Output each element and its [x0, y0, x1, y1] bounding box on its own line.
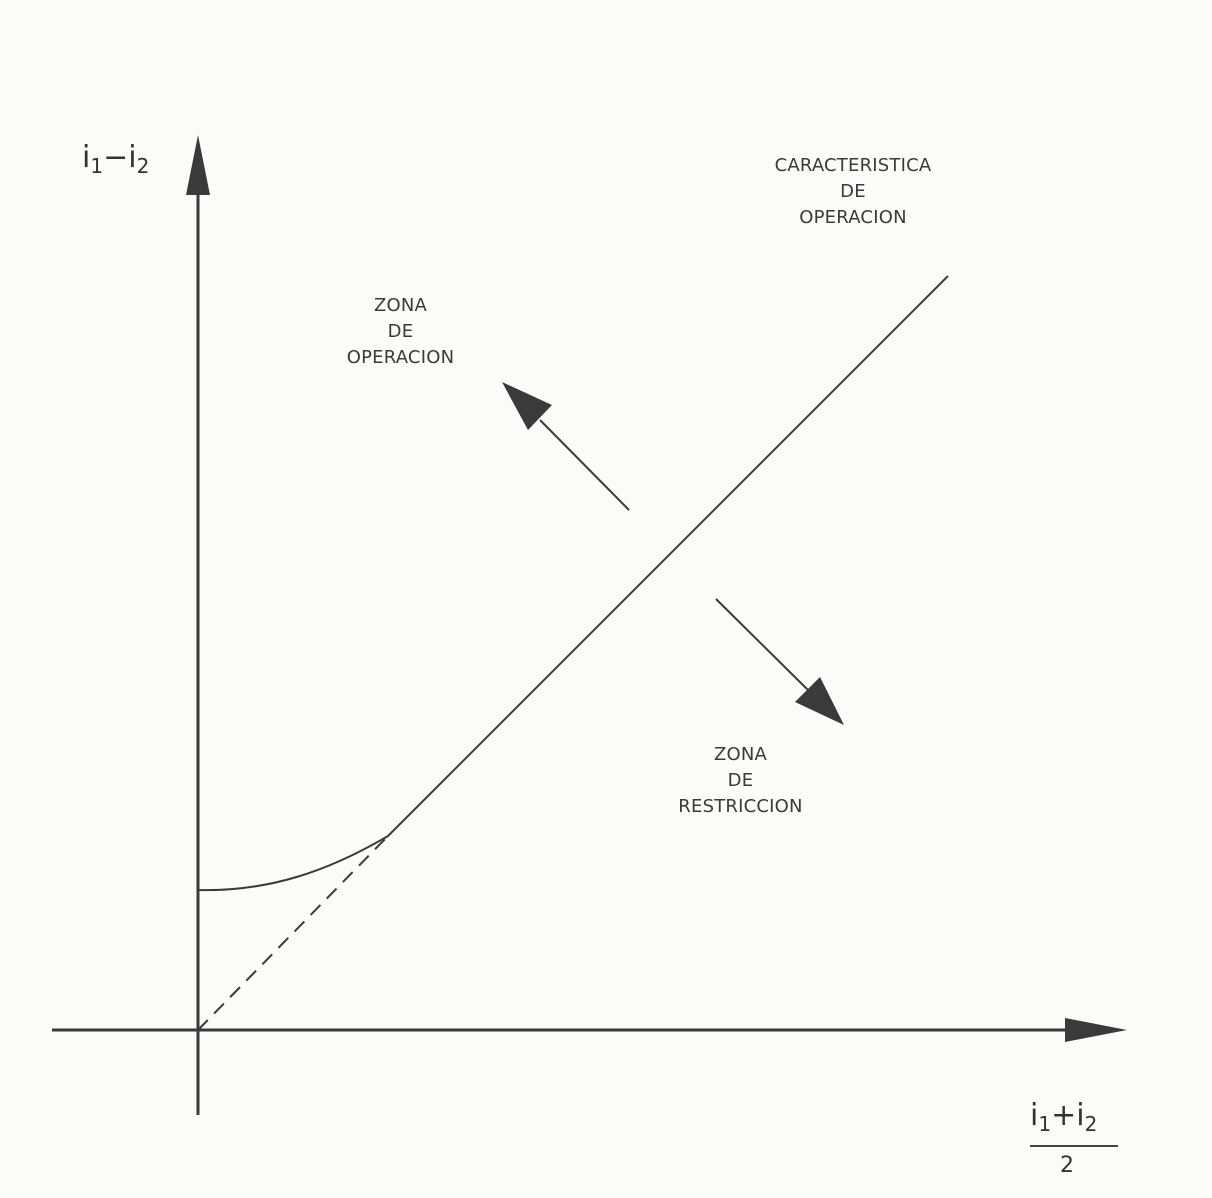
operation-zone-label-line-1: ZONA	[373, 295, 428, 316]
characteristic-label: CARACTERISTICA DE OPERACION	[770, 153, 936, 231]
operation-zone-label-line-3: OPERACION	[346, 347, 455, 368]
x-axis-label-numerator: i1+i2	[1030, 1098, 1097, 1136]
operation-zone-label: ZONA DE OPERACION	[333, 293, 468, 371]
y-label-operator: −	[103, 140, 129, 175]
restriction-zone-label-line-3: RESTRICCION	[678, 796, 803, 817]
operation-zone-arrowhead	[502, 382, 552, 430]
restriction-zone-arrowhead	[795, 677, 844, 725]
x-axis-arrowhead	[1065, 1018, 1127, 1042]
x-label-sub1: 1	[1038, 1112, 1052, 1136]
y-axis-label: i1−i2	[82, 140, 149, 178]
restriction-zone-label: ZONA DE RESTRICCION	[668, 742, 813, 820]
restriction-zone-arrow-shaft	[715, 598, 809, 691]
characteristic-label-line-1: CARACTERISTICA	[774, 155, 932, 176]
restriction-zone-label-line-1: ZONA	[713, 744, 768, 765]
x-axis-label-denominator: 2	[1060, 1153, 1074, 1178]
operating-characteristic-line	[387, 275, 949, 837]
characteristic-label-line-3: OPERACION	[799, 207, 907, 228]
y-label-sub2: 2	[136, 154, 150, 178]
x-label-i2: i	[1076, 1098, 1085, 1133]
operation-zone-label-line-2: DE	[387, 321, 414, 342]
dashed-extension-line	[197, 835, 389, 1031]
y-axis-arrowhead	[186, 135, 210, 195]
x-label-operator: +	[1051, 1098, 1077, 1133]
x-axis-label-fraction-bar	[1030, 1145, 1118, 1147]
restriction-zone-label-line-2: DE	[727, 770, 754, 791]
y-label-sub1: 1	[90, 154, 104, 178]
y-label-i2: i	[128, 140, 137, 175]
operation-zone-arrow-shaft	[539, 419, 630, 511]
characteristic-label-line-2: DE	[840, 181, 866, 202]
x-label-i1: i	[1030, 1098, 1039, 1133]
x-label-sub2: 2	[1084, 1112, 1098, 1136]
low-current-curve	[197, 835, 389, 892]
y-label-i1: i	[82, 140, 91, 175]
